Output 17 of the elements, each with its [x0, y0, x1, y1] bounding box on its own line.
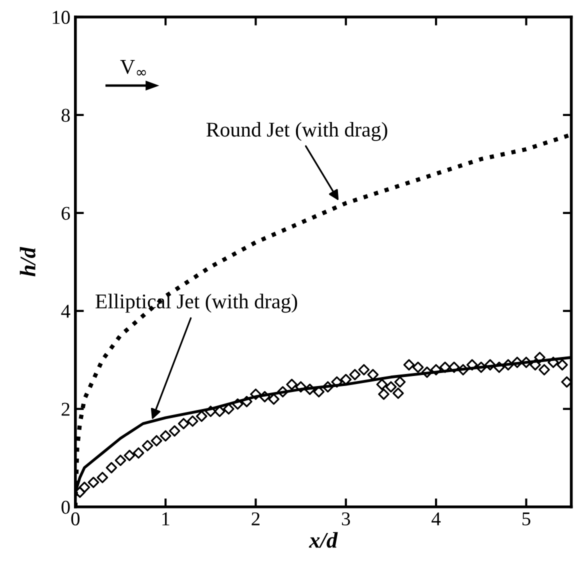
y-tick-label: 4 [61, 304, 70, 318]
y-tick-label: 0 [62, 500, 70, 514]
x-tick-label: 2 [252, 512, 260, 526]
annotation: V$_{∞}$ [120, 60, 146, 76]
annotation: Elliptical Jet (with drag) [96, 294, 298, 313]
y-axis-title: h/d [20, 246, 36, 276]
x-tick-label: 4 [432, 512, 441, 526]
y-tick-label: 10 [52, 10, 70, 24]
y-tick-label: 2 [62, 402, 70, 416]
x-tick-label: 0 [71, 512, 80, 526]
y-tick-label: 6 [62, 206, 70, 220]
x-axis-title: x/d [308, 532, 338, 548]
x-tick-label: 5 [522, 512, 530, 526]
x-tick-label: 3 [342, 512, 350, 526]
x-tick-label: 1 [162, 512, 170, 526]
annotation: Round Jet (with drag) [206, 122, 388, 141]
y-tick-label: 8 [62, 108, 70, 122]
